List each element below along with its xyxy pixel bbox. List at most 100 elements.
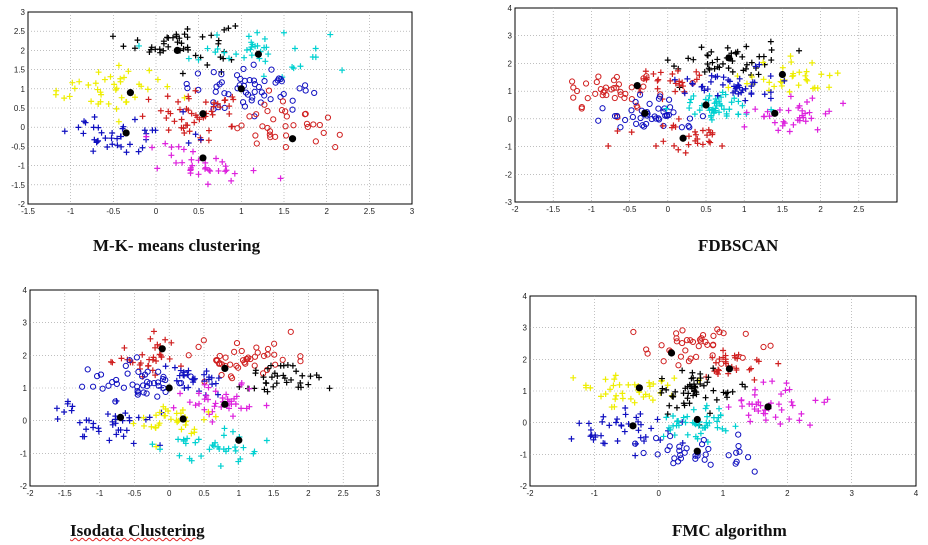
data-point (271, 351, 278, 358)
data-point (114, 135, 121, 142)
data-point (748, 83, 755, 90)
data-point (568, 435, 575, 442)
data-point (84, 366, 91, 373)
data-point (139, 144, 146, 151)
data-point (277, 175, 284, 182)
data-point (708, 72, 715, 79)
data-point (122, 99, 129, 106)
data-point (712, 96, 719, 103)
data-point (632, 452, 639, 459)
data-point (162, 140, 169, 147)
data-point (179, 407, 186, 414)
data-point (708, 116, 715, 123)
data-point (89, 383, 97, 390)
data-point (669, 393, 676, 400)
data-point (272, 133, 279, 140)
y-tick-label: -2 (18, 200, 26, 209)
data-point (751, 468, 758, 475)
data-point (206, 127, 213, 134)
data-point (706, 92, 713, 99)
data-point (296, 85, 303, 92)
data-point (86, 417, 93, 424)
data-point (153, 358, 160, 365)
data-point (261, 77, 268, 85)
data-point (795, 104, 802, 111)
data-point (131, 45, 138, 52)
data-point (223, 391, 230, 398)
data-point (163, 115, 170, 122)
data-point (748, 91, 755, 98)
data-point (282, 123, 289, 130)
data-point (664, 57, 671, 64)
data-point (180, 146, 187, 153)
data-point (692, 384, 699, 391)
data-point (678, 124, 685, 131)
data-point (264, 388, 271, 395)
data-point (134, 387, 141, 395)
data-point (614, 437, 621, 444)
data-point (307, 373, 314, 380)
y-tick-label: 2 (523, 355, 528, 364)
plot-fdbscan: -2 -1.5 -1 -0.5 0 0.5 1 1.5 2 2.5 -3 -2 -1 0 1 2 3 4 (505, 4, 898, 214)
data-point (725, 76, 732, 83)
data-point (699, 113, 706, 120)
data-point (184, 435, 191, 442)
data-point (144, 368, 151, 375)
data-point (152, 344, 159, 351)
data-point (733, 50, 740, 57)
data-point (309, 54, 316, 61)
data-point (233, 362, 240, 369)
data-point (698, 335, 705, 342)
y-tick-label: 1 (508, 87, 513, 96)
data-point (162, 336, 169, 343)
data-point (173, 377, 180, 384)
data-point (244, 91, 251, 98)
data-point (131, 94, 138, 101)
data-point (601, 440, 608, 447)
data-point (640, 449, 647, 457)
data-point (640, 75, 647, 82)
data-point (154, 393, 161, 400)
data-point (744, 454, 752, 461)
data-point (299, 372, 306, 379)
data-point (670, 460, 677, 467)
x-tick-label: 1 (237, 489, 242, 498)
data-point (184, 25, 191, 32)
centroid-point (235, 436, 243, 444)
data-point (610, 84, 617, 92)
x-tick-label: 2.5 (338, 489, 350, 498)
data-point (120, 433, 127, 440)
data-point (144, 378, 151, 385)
data-point (205, 137, 212, 144)
data-point (803, 68, 810, 75)
data-point (91, 113, 98, 120)
data-point (109, 141, 116, 148)
data-point (676, 447, 683, 454)
data-point (176, 452, 183, 459)
data-point (677, 353, 685, 360)
data-point (660, 358, 667, 365)
data-point (607, 386, 614, 393)
data-point (706, 410, 713, 417)
y-tick-label: -1 (20, 449, 28, 458)
data-point (117, 426, 124, 433)
data-point (145, 96, 152, 103)
data-point (592, 432, 599, 439)
data-point (225, 25, 232, 32)
data-point (654, 77, 661, 84)
data-point (177, 379, 185, 387)
data-point (176, 106, 183, 113)
data-point (167, 416, 174, 423)
data-point (692, 455, 699, 462)
data-point (654, 416, 661, 423)
data-point (155, 368, 162, 375)
data-point (185, 95, 192, 102)
data-point (767, 38, 774, 45)
data-point (215, 37, 222, 44)
data-point (826, 84, 833, 91)
data-point (237, 75, 244, 83)
centroid-point (221, 400, 229, 408)
data-point (781, 77, 788, 84)
data-point (751, 406, 758, 413)
data-point (732, 423, 739, 430)
